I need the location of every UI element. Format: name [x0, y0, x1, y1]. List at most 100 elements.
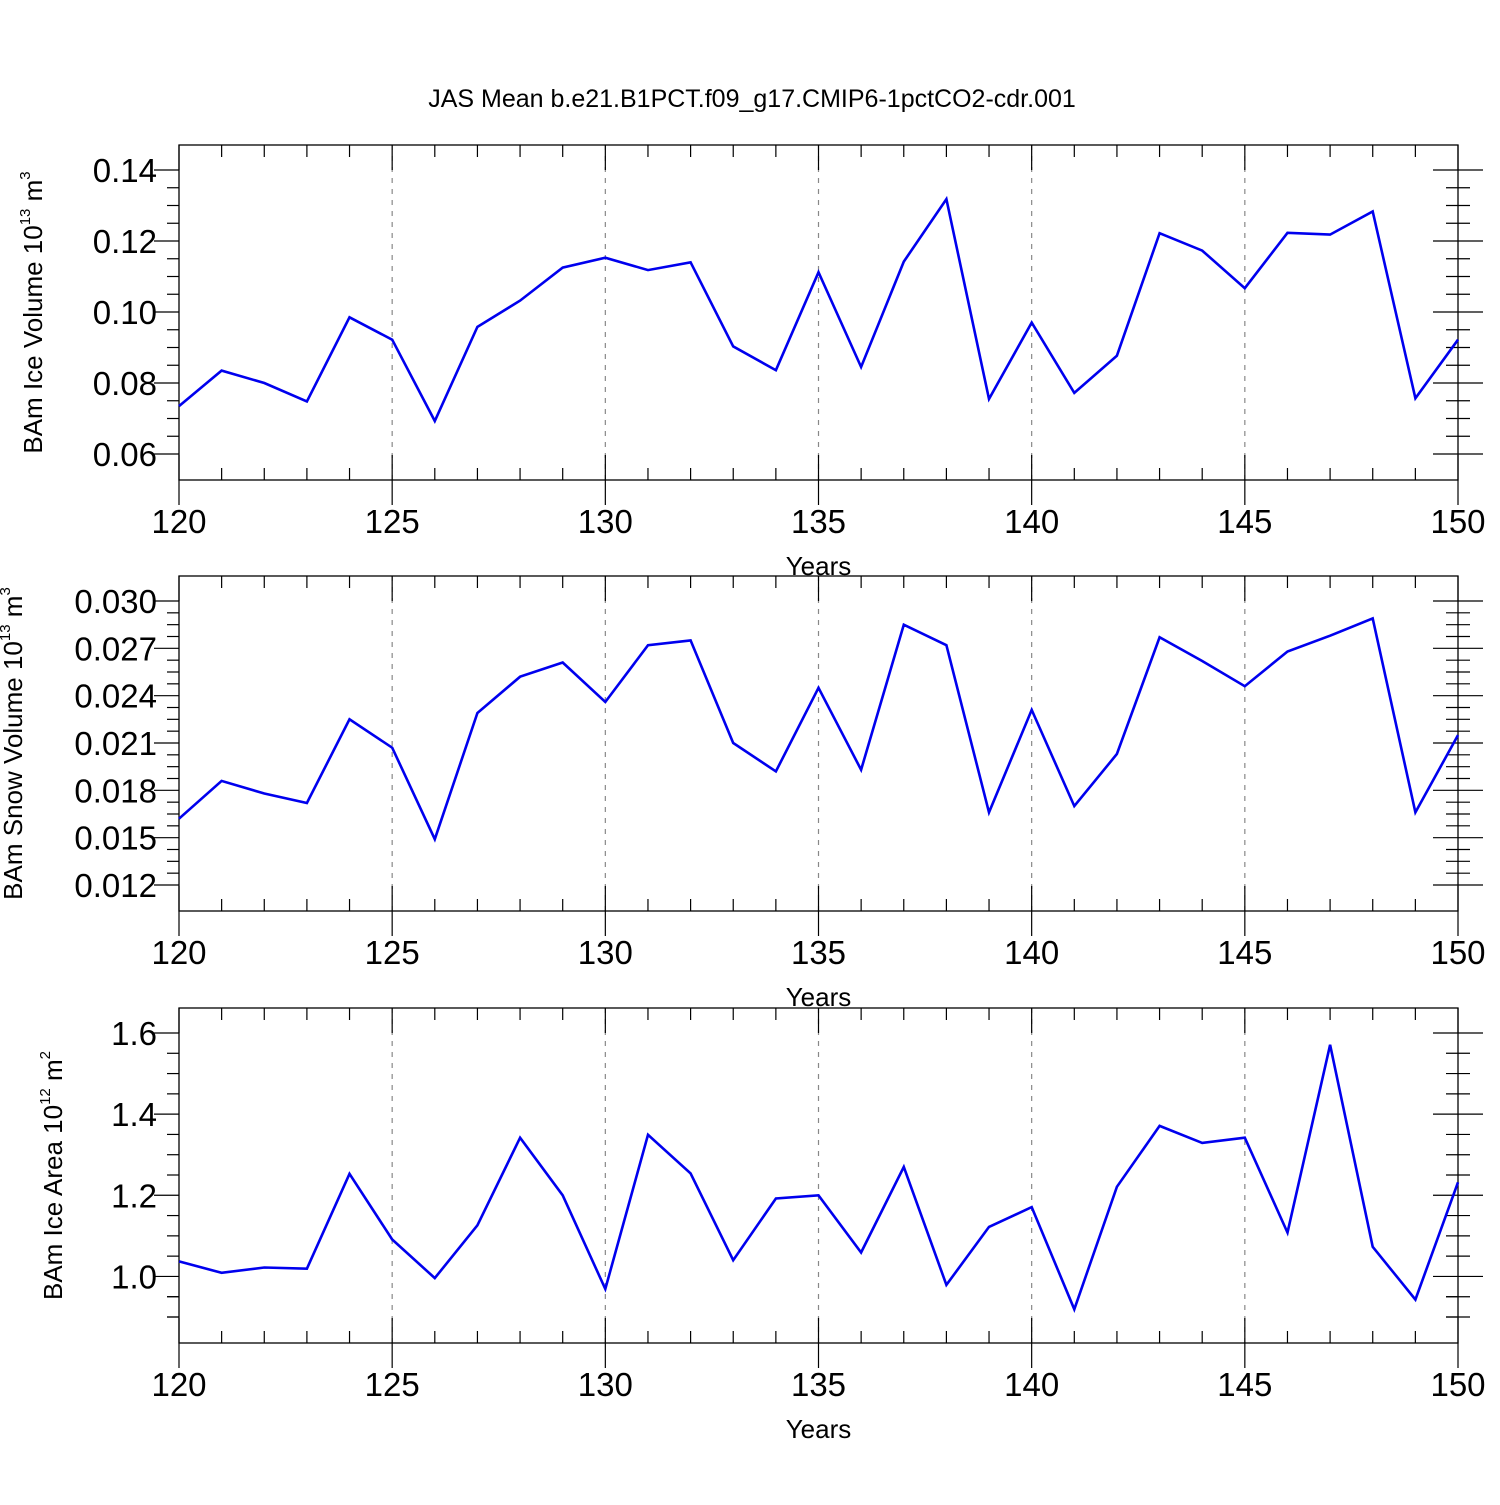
- y-tick-label: 0.12: [93, 223, 157, 260]
- y-tick-label: 0.012: [74, 867, 157, 904]
- data-point: [689, 638, 693, 642]
- data-point: [1285, 1231, 1289, 1235]
- data-point: [1030, 708, 1034, 712]
- data-point: [348, 717, 352, 721]
- data-point: [1371, 1245, 1375, 1249]
- x-tick-label: 135: [791, 503, 846, 540]
- x-tick-label: 145: [1217, 934, 1272, 971]
- data-point: [1115, 354, 1119, 358]
- x-tick-label: 145: [1217, 503, 1272, 540]
- y-axis-title-superscript: 13: [17, 209, 34, 226]
- data-point: [1243, 286, 1247, 290]
- data-point: [1413, 810, 1417, 814]
- panel-ice-area: 120 125 130 135 140 145 150 1.0 1.2 1.4 1.6 Years BA…: [37, 1007, 1486, 1444]
- data-point: [731, 344, 735, 348]
- data-point: [817, 270, 821, 274]
- data-point: [1285, 649, 1289, 653]
- data-point: [689, 1171, 693, 1175]
- data-point: [561, 1193, 565, 1197]
- data-point: [262, 791, 266, 795]
- data-point: [177, 1259, 181, 1263]
- data-point: [1158, 1124, 1162, 1128]
- data-point: [859, 768, 863, 772]
- data-point: [1413, 1298, 1417, 1302]
- data-point: [603, 1287, 607, 1291]
- data-point: [433, 419, 437, 423]
- data-point: [817, 686, 821, 690]
- data-point: [1115, 1185, 1119, 1189]
- y-tick-label: 0.024: [74, 678, 157, 715]
- data-point: [987, 1225, 991, 1229]
- data-point: [817, 1193, 821, 1197]
- y-tick-label: 0.030: [74, 583, 157, 620]
- y-axis-title: BAm Ice Area 1012 m2: [37, 1051, 68, 1300]
- x-axis-title: Years: [786, 982, 852, 1012]
- data-point: [475, 325, 479, 329]
- y-axis-title-part: BAm Snow Volume 10: [0, 641, 28, 900]
- y-tick-label: 1.4: [111, 1096, 157, 1133]
- data-point: [1328, 634, 1332, 638]
- data-point: [1072, 391, 1076, 395]
- data-point: [1243, 1136, 1247, 1140]
- data-point: [177, 404, 181, 408]
- data-point: [220, 1271, 224, 1275]
- x-tick-label: 150: [1430, 1366, 1485, 1403]
- data-point: [944, 197, 948, 201]
- x-tick-label: 130: [578, 934, 633, 971]
- data-point: [774, 368, 778, 372]
- x-tick-label: 140: [1004, 503, 1059, 540]
- y-axis-title-part: m: [38, 1059, 68, 1088]
- x-tick-label: 150: [1430, 503, 1485, 540]
- x-tick-label: 125: [365, 1366, 420, 1403]
- x-tick-label: 130: [578, 1366, 633, 1403]
- data-point: [1030, 321, 1034, 325]
- data-point: [390, 746, 394, 750]
- data-point: [518, 299, 522, 303]
- data-point: [1328, 233, 1332, 237]
- data-point: [305, 399, 309, 403]
- data-point: [1413, 396, 1417, 400]
- y-axis-title-superscript: 12: [37, 1088, 54, 1105]
- series-line-snow-volume: [178, 616, 1460, 843]
- y-tick-label: 0.027: [74, 630, 157, 667]
- data-point: [987, 810, 991, 814]
- x-tick-label: 130: [578, 503, 633, 540]
- data-point: [603, 700, 607, 704]
- y-tick-label: 0.015: [74, 820, 157, 857]
- y-axis-title-superscript: 3: [0, 587, 14, 595]
- data-point: [561, 661, 565, 665]
- data-point: [1072, 804, 1076, 808]
- x-tick-label: 140: [1004, 934, 1059, 971]
- data-point: [1371, 616, 1375, 620]
- data-point: [305, 801, 309, 805]
- data-point: [475, 711, 479, 715]
- y-tick-label: 0.021: [74, 725, 157, 762]
- x-tick-label: 125: [365, 934, 420, 971]
- y-tick-label: 0.06: [93, 436, 157, 473]
- data-point: [902, 260, 906, 264]
- data-point: [1371, 210, 1375, 214]
- data-point: [1158, 231, 1162, 235]
- data-point: [177, 817, 181, 821]
- data-point: [1072, 1307, 1076, 1311]
- data-point: [262, 381, 266, 385]
- data-point: [1200, 1141, 1204, 1145]
- figure-title: JAS Mean b.e21.B1PCT.f09_g17.CMIP6-1pctC…: [428, 85, 1076, 113]
- data-point: [305, 1267, 309, 1271]
- data-point: [987, 397, 991, 401]
- data-point: [1285, 231, 1289, 235]
- data-point: [646, 1133, 650, 1137]
- data-point: [262, 1266, 266, 1270]
- data-point: [475, 1223, 479, 1227]
- data-point: [433, 837, 437, 841]
- y-tick-label: 1.6: [111, 1015, 157, 1052]
- data-point: [1328, 1043, 1332, 1047]
- data-point: [390, 338, 394, 342]
- data-point: [1243, 684, 1247, 688]
- data-point: [1456, 338, 1460, 342]
- y-tick-label: 0.08: [93, 365, 157, 402]
- data-point: [1158, 635, 1162, 639]
- x-tick-label: 120: [151, 934, 206, 971]
